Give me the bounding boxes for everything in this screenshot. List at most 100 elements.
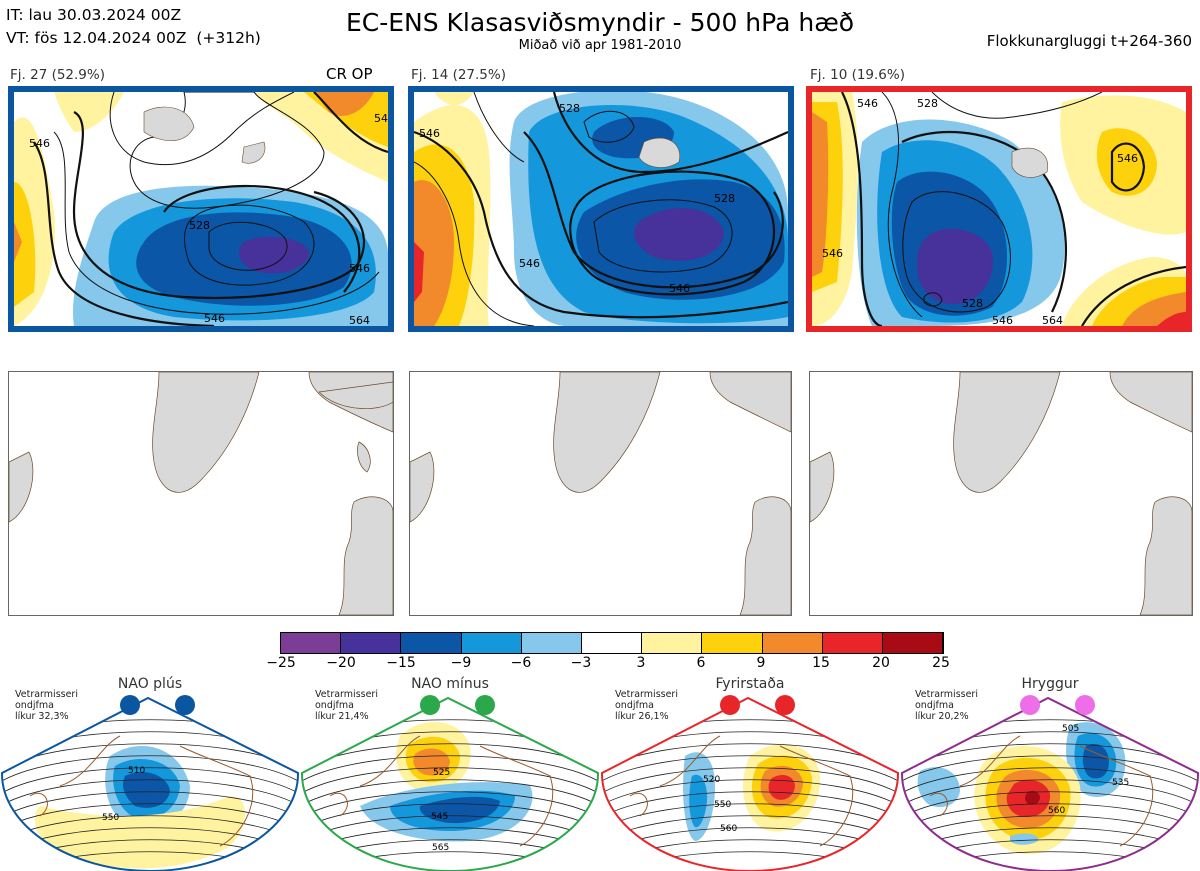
contour-label: 520 <box>703 775 720 785</box>
regime-dot-icon <box>475 695 495 715</box>
regime-stats: Vetrarmisseri ondjfma líkur 20,2% <box>915 689 978 722</box>
control-run-tag: CR OP <box>326 65 373 83</box>
contour-label: 564 <box>1042 314 1063 326</box>
regime-title: NAO plús <box>117 676 183 692</box>
contour-label: 528 <box>917 97 938 110</box>
regime-map: 525 545 565 <box>301 695 599 871</box>
regime-stats: Vetrarmisseri ondjfma líkur 32,3% <box>15 689 78 722</box>
regime-panel[interactable]: 525 545 565 NAO mínus Vetrarmisseri ondjfma lí… <box>300 676 600 871</box>
contour-label: 560 <box>720 824 737 834</box>
regime-title: NAO mínus <box>411 676 489 692</box>
contour-label: 564 <box>349 314 370 326</box>
contour-label: 505 <box>1062 724 1079 734</box>
contour-label: 546 <box>349 262 370 275</box>
page-subtitle: Miðað við apr 1981-2010 <box>518 38 682 53</box>
anomaly-map: 546 528 546 546 528 546 564 <box>812 92 1186 326</box>
colorbar-swatch <box>702 633 763 653</box>
window-label: Flokkunargluggi t+264-360 <box>986 32 1192 50</box>
contour-label: 550 <box>714 800 731 810</box>
colorbar-tick-label: 6 <box>696 655 706 671</box>
colorbar <box>280 632 944 654</box>
regime-type: ondjfma <box>15 700 54 711</box>
colorbar-swatch <box>642 633 703 653</box>
contour-label: 535 <box>1112 778 1129 788</box>
regime-dot-icon <box>1075 695 1095 715</box>
cluster-map-2[interactable]: 546 528 528 546 546 564 564 <box>408 86 794 332</box>
empty-map-1 <box>8 371 394 616</box>
contour-label: 528 <box>962 297 983 310</box>
regime-map: 510 550 <box>1 695 299 871</box>
colorbar-swatch <box>341 633 402 653</box>
regime-dot-icon <box>420 695 440 715</box>
colorbar-tick-label: 15 <box>812 655 830 671</box>
regime-likelihood: líkur 26,1% <box>615 711 669 722</box>
colorbar-swatch <box>822 633 883 653</box>
cluster-map-3[interactable]: 546 528 546 546 528 546 564 <box>806 86 1192 332</box>
contour-label: 546 <box>992 314 1013 326</box>
contour-label: 528 <box>189 219 210 232</box>
colorbar-tick-label: −25 <box>266 655 296 671</box>
regime-panel[interactable]: 505 535 560 Hryggur Vetrarmisseri ondjfma líku… <box>900 676 1200 871</box>
regime-title: Hryggur <box>1021 676 1079 692</box>
regime-map: 505 535 560 <box>901 695 1199 871</box>
regime-type: ondjfma <box>315 700 354 711</box>
contour-label: 546 <box>822 247 843 260</box>
colorbar-tick-label: −6 <box>510 655 532 671</box>
regime-dot-icon <box>775 695 795 715</box>
regime-panel[interactable]: 510 550 NAO plús Vetrarmisseri ondjfma líkur … <box>0 676 300 871</box>
colorbar-swatch <box>762 633 823 653</box>
regime-stats: Vetrarmisseri ondjfma líkur 21,4% <box>315 689 378 722</box>
regime-dot-icon <box>720 695 740 715</box>
regime-title: Fyrirstaða <box>715 676 785 692</box>
colorbar-swatch <box>882 633 944 653</box>
anomaly-map: 546 528 546 546 564 546 <box>14 92 388 326</box>
regime-likelihood: líkur 20,2% <box>915 711 969 722</box>
colorbar-tick-label: −9 <box>450 655 472 671</box>
regime-type: ondjfma <box>615 700 654 711</box>
contour-label: 525 <box>433 768 450 778</box>
regime-likelihood: líkur 21,4% <box>315 711 369 722</box>
regime-dot-icon <box>120 695 140 715</box>
colorbar-tick-label: 9 <box>756 655 766 671</box>
colorbar-swatch <box>401 633 462 653</box>
colorbar-swatch <box>521 633 582 653</box>
contour-label: 546 <box>419 127 440 140</box>
cluster-label: Fj. 27 (52.9%) <box>10 67 105 83</box>
anomaly-map: 546 528 528 546 546 564 564 <box>414 92 788 326</box>
empty-map-3 <box>809 371 1193 616</box>
cluster-label: Fj. 10 (19.6%) <box>810 67 905 83</box>
colorbar-tick-label: −15 <box>386 655 416 671</box>
regime-map: 520 550 560 <box>601 695 899 871</box>
contour-label: 565 <box>432 843 449 853</box>
contour-label: 510 <box>128 766 145 776</box>
regime-season: Vetrarmisseri <box>315 689 378 700</box>
contour-label: 550 <box>102 813 119 823</box>
page-title: EC-ENS Klasasviðsmyndir - 500 hPa hæð <box>345 8 855 37</box>
contour-label: 560 <box>1048 806 1065 816</box>
valid-time: VT: fös 12.04.2024 00Z (+312h) <box>6 29 261 47</box>
regime-season: Vetrarmisseri <box>915 689 978 700</box>
regime-season: Vetrarmisseri <box>15 689 78 700</box>
cluster-map-1[interactable]: 546 528 546 546 564 546 <box>8 86 394 332</box>
regime-dot-icon <box>175 695 195 715</box>
contour-label: 546 <box>857 97 878 110</box>
colorbar-tick-label: 25 <box>932 655 950 671</box>
contour-label: 546 <box>204 312 225 325</box>
regime-dot-icon <box>1020 695 1040 715</box>
colorbar-tick-label: −20 <box>326 655 356 671</box>
regime-likelihood: líkur 32,3% <box>15 711 69 722</box>
contour-label: 546 <box>669 282 690 295</box>
colorbar-tick-label: 20 <box>872 655 890 671</box>
colorbar-tick-label: −3 <box>570 655 592 671</box>
regime-stats: Vetrarmisseri ondjfma líkur 26,1% <box>615 689 678 722</box>
cluster-label: Fj. 14 (27.5%) <box>411 67 506 83</box>
regime-panel[interactable]: 520 550 560 Fyrirstaða Vetrarmisseri ondjfma l… <box>600 676 900 871</box>
contour-label: 546 <box>519 257 540 270</box>
colorbar-swatch <box>461 633 522 653</box>
contour-label: 546 <box>374 112 388 125</box>
contour-label: 546 <box>1117 152 1138 165</box>
contour-label: 528 <box>559 102 580 115</box>
regime-season: Vetrarmisseri <box>615 689 678 700</box>
colorbar-swatch <box>281 633 342 653</box>
contour-label: 528 <box>714 192 735 205</box>
